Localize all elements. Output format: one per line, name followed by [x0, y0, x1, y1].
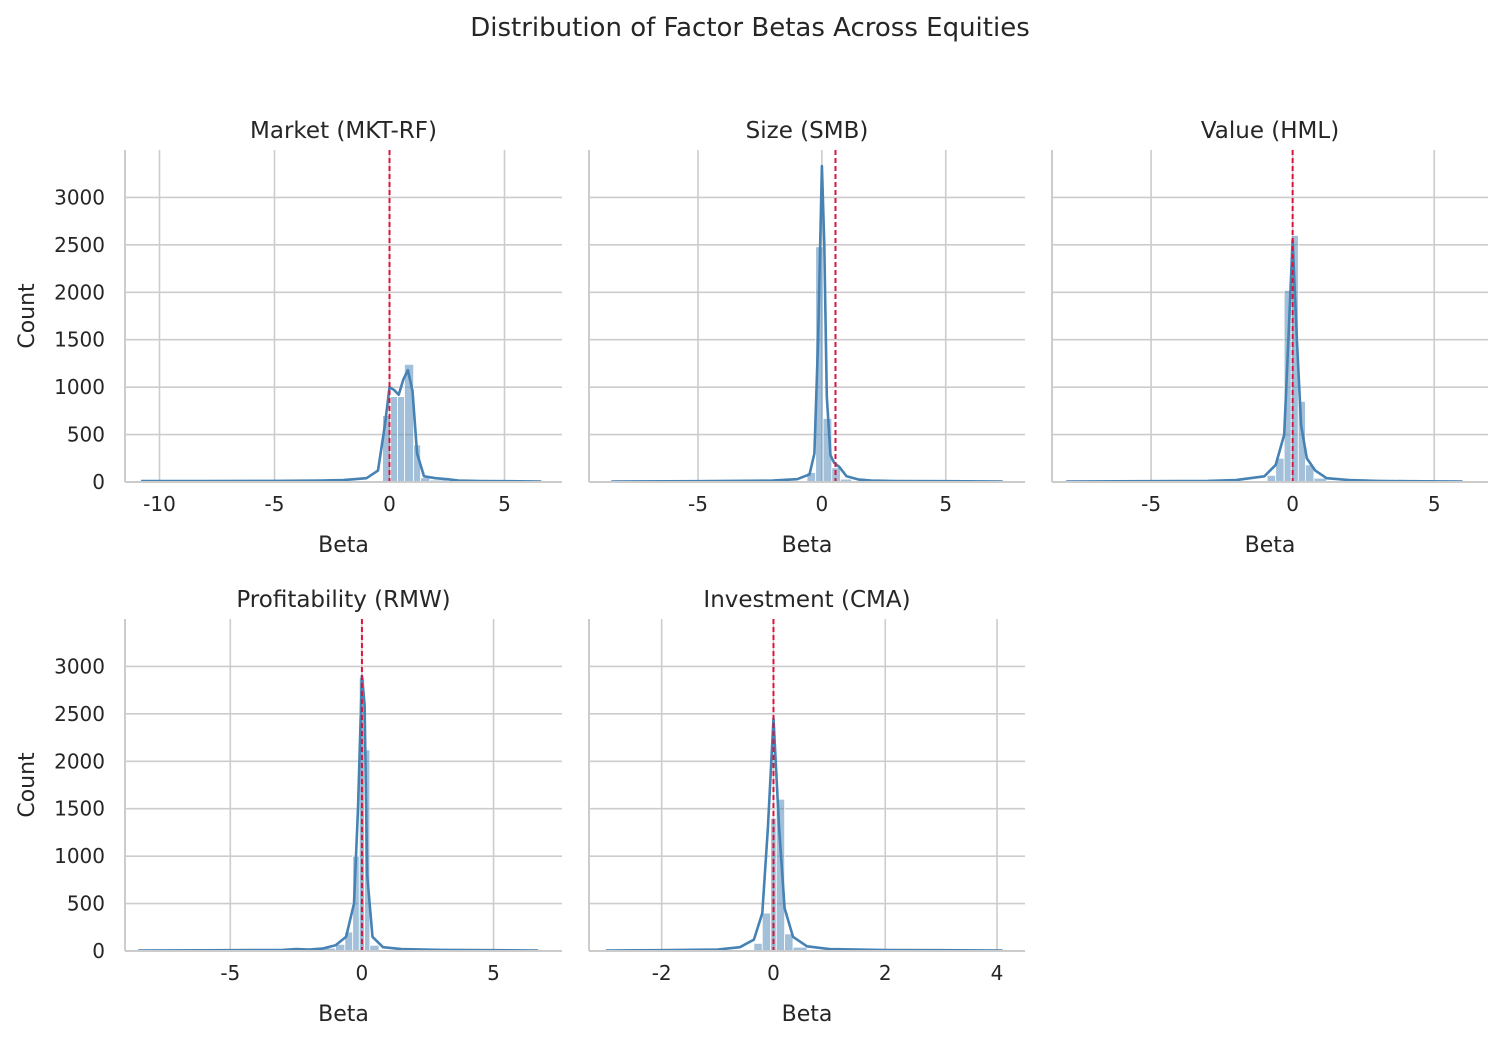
x-axis-label: Beta: [782, 533, 833, 558]
kde-curve: [611, 164, 1003, 483]
histogram-bar: [397, 396, 405, 483]
y-axis-label: Count: [15, 283, 40, 349]
x-tick-label: -5: [220, 961, 240, 985]
x-tick-label: 0: [1286, 492, 1299, 516]
x-tick-label: -5: [265, 492, 285, 516]
histogram-bar: [390, 396, 398, 483]
subplot-title: Investment (CMA): [703, 587, 910, 613]
y-tick-label: 2000: [54, 749, 105, 773]
y-tick-label: 500: [67, 892, 105, 916]
histogram-bar: [761, 912, 772, 952]
histogram-bar: [753, 943, 763, 952]
subplot-grid: Market (MKT-RF)-10 -5 0 5050010001500200025…: [15, 118, 1488, 1027]
subplot-1: Size (SMB) -5 0 5 Beta: [588, 118, 1025, 558]
x-tick-label: 0: [767, 961, 780, 985]
y-tick-label: 2500: [54, 702, 105, 726]
figure-title: Distribution of Factor Betas Across Equi…: [470, 13, 1030, 43]
y-tick-label: 2500: [54, 233, 105, 257]
y-tick-label: 500: [67, 423, 105, 447]
subplot-title: Size (SMB): [746, 118, 869, 144]
x-axis-label: Beta: [1245, 533, 1296, 558]
x-tick-label: -5: [688, 492, 708, 516]
y-tick-label: 1500: [54, 328, 105, 352]
y-tick-label: 0: [92, 470, 105, 494]
kde-curve: [1066, 238, 1463, 483]
kde-curve: [605, 717, 1003, 952]
x-axis-label: Beta: [318, 1002, 369, 1027]
x-tick-label: 5: [487, 961, 500, 985]
subplot-title: Market (MKT-RF): [250, 118, 437, 144]
x-tick-label: 4: [991, 961, 1004, 985]
x-axis-label: Beta: [782, 1002, 833, 1027]
subplot-3: Profitability (RMW) -5 0 5 0 500 1000 1500 2000 2…: [15, 587, 562, 1027]
kde-curve: [138, 674, 539, 952]
y-tick-label: 0: [92, 939, 105, 963]
x-tick-label: 5: [498, 492, 511, 516]
x-tick-label: 0: [815, 492, 828, 516]
x-tick-label: -5: [1141, 492, 1161, 516]
subplot-2: Value (HML) -5 0 5 Beta: [1051, 118, 1488, 558]
x-tick-label: -10: [143, 492, 176, 516]
y-tick-label: 1000: [54, 375, 105, 399]
subplot-0: Market (MKT-RF) -10 -5 0 5 0 500 1000 1500 2000 25…: [15, 118, 562, 558]
x-tick-label: 5: [1428, 492, 1441, 516]
x-axis-label: Beta: [318, 533, 369, 558]
histogram-bar: [404, 363, 415, 483]
y-tick-label: 1000: [54, 844, 105, 868]
x-tick-label: 2: [879, 961, 892, 985]
y-tick-label: 2000: [54, 280, 105, 304]
x-tick-label: 0: [383, 492, 396, 516]
subplot-title: Profitability (RMW): [236, 587, 450, 613]
x-tick-label: 0: [356, 961, 369, 985]
y-axis-label: Count: [15, 752, 40, 818]
subplot-title: Value (HML): [1201, 118, 1339, 144]
kde-curve: [141, 368, 542, 483]
x-tick-label: -2: [652, 961, 672, 985]
y-tick-label: 3000: [54, 185, 105, 209]
x-tick-label: 5: [939, 492, 952, 516]
subplot-4: Investment (CMA) -2 0 2 4 Beta: [588, 587, 1025, 1027]
y-tick-label: 1500: [54, 797, 105, 821]
y-tick-label: 3000: [54, 654, 105, 678]
